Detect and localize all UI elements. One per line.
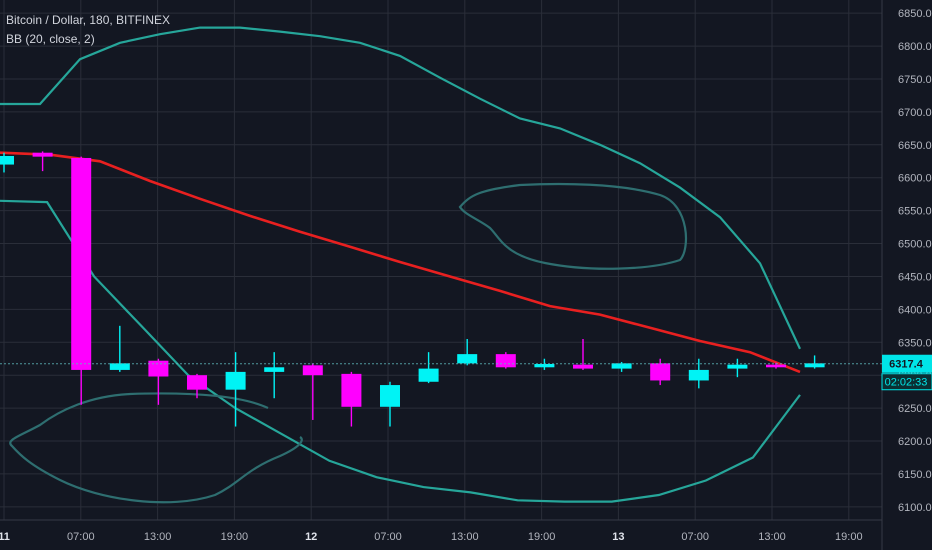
countdown-box [881,373,932,391]
y-tick-label: 6450.0 [898,271,932,283]
candle [302,363,323,420]
candle [688,358,709,389]
candle-body [418,368,439,382]
price-axis[interactable]: 6100.06150.06200.06250.06300.06350.06400… [881,0,932,550]
x-tick-label: 13:00 [144,531,172,543]
candle-body [573,364,593,369]
y-tick-label: 6800.0 [898,41,932,53]
hand-drawn-annotations [9,182,688,504]
y-tick-label: 6200.0 [898,436,932,448]
x-tick-label: 19:00 [221,531,249,543]
x-tick-label: 13:00 [451,531,479,543]
candle-body [0,156,14,165]
candle-body [225,371,246,390]
candle-body [380,385,400,407]
candle [148,358,169,405]
bb-upper-line [0,26,801,350]
time-axis[interactable]: 11 07:00 13:00 19:00 12 07:00 13:00 19:00 13 07:0… [0,519,882,543]
candle [0,152,14,173]
candle-body [495,354,516,368]
candle [534,358,555,370]
x-tick-label: 11 [0,531,10,543]
annotation-upper-loop [458,182,688,270]
candle-body [109,363,130,370]
last-price-value: 6317.4 [889,359,924,371]
bollinger-bands [0,26,801,503]
x-tick-label: 07:00 [374,531,402,543]
candle [71,156,92,405]
candle [109,325,130,372]
candle-body [457,354,478,364]
countdown-value: 02:02:33 [885,377,928,389]
y-tick-label: 6600.0 [898,173,932,185]
candle-body [804,363,825,368]
candle-body [187,375,207,390]
candle [573,338,593,370]
x-tick-label: 12 [305,531,317,543]
candle [380,381,400,427]
candle-body [264,367,285,372]
candle-body [611,363,632,369]
candle [457,338,478,366]
last-price-box [882,354,932,373]
y-tick-label: 6650.0 [898,140,932,152]
candle-body [148,360,169,377]
bb-lower-line [0,199,801,503]
y-tick-label: 6550.0 [898,206,932,218]
candle [341,371,362,427]
x-tick-label: 13 [612,531,624,543]
candle-body [32,152,53,157]
y-tick-label: 6500.0 [898,239,932,251]
candle-body [534,364,555,368]
y-tick-label: 6350.0 [898,337,932,349]
bb-basis-line [0,151,801,374]
candle [225,352,246,427]
y-tick-label: 6400.0 [898,304,932,316]
candle-body [727,364,748,369]
indicator-legend[interactable]: BB (20, close, 2) [6,32,95,46]
y-tick-label: 6150.0 [898,469,932,481]
y-tick-label: 6700.0 [898,107,932,119]
x-tick-label: 07:00 [681,531,709,543]
x-tick-label: 19:00 [835,531,863,543]
candle-body [302,365,323,376]
candle [187,373,207,399]
y-tick-label: 6250.0 [898,403,932,415]
candle-body [766,364,786,368]
candle [495,352,516,369]
candle-body [71,157,92,370]
chart-symbol-title[interactable]: Bitcoin / Dollar, 180, BITFINEX [6,13,171,27]
annotation-lower-loop [9,392,303,504]
y-tick-label: 6850.0 [898,8,932,20]
candle [804,355,825,369]
x-tick-label: 19:00 [528,531,556,543]
y-tick-label: 6750.0 [898,74,932,86]
candle-body [650,363,671,381]
candle [727,358,748,378]
x-tick-label: 13:00 [758,531,786,543]
candle-body [341,373,362,407]
candle [650,358,671,386]
last-price-tag: 6317.4 02:02:33 [0,354,932,391]
y-tick-label: 6100.0 [898,502,932,514]
candle [418,352,439,384]
candle-body [688,369,709,381]
candle [32,151,53,172]
candles-layer[interactable] [0,151,825,427]
x-tick-label: 07:00 [67,531,95,543]
candle [264,352,285,399]
